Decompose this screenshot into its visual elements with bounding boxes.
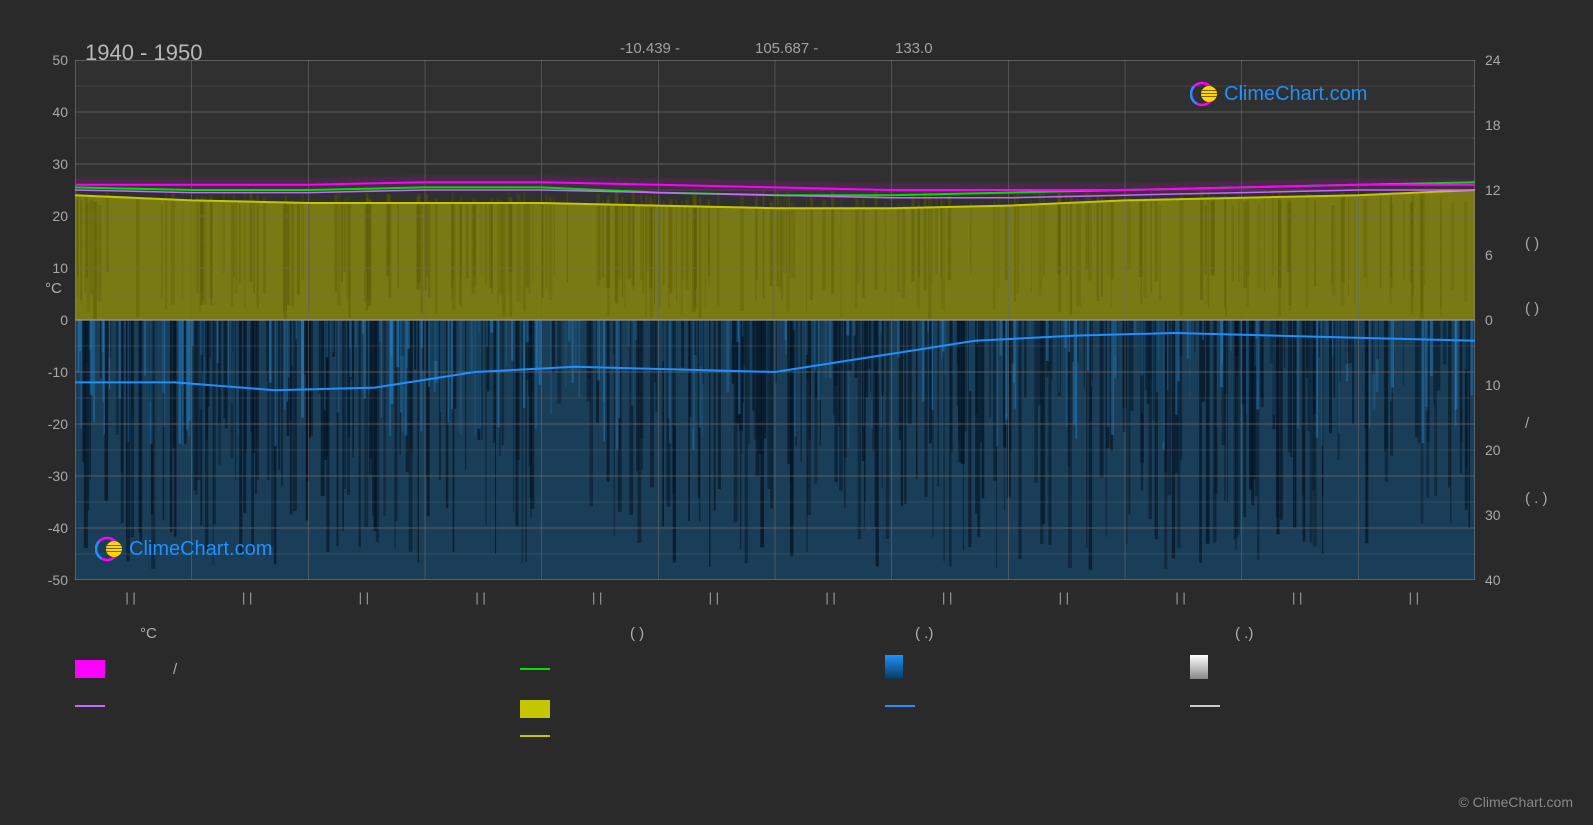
legend-header-1: °C xyxy=(140,625,157,642)
x-tick: | | xyxy=(592,590,602,605)
y-tick-left: 40 xyxy=(52,104,68,120)
y-axis-left-label: °C xyxy=(45,280,62,297)
copyright-text: © ClimeChart.com xyxy=(1458,794,1573,810)
chart-svg xyxy=(75,60,1475,580)
right-axis-annotation: ( . ) xyxy=(1525,490,1548,507)
y-tick-left: -20 xyxy=(48,416,68,432)
x-tick: | | xyxy=(1292,590,1302,605)
x-tick: | | xyxy=(1059,590,1069,605)
x-tick: | | xyxy=(475,590,485,605)
brand-logo-bottom: ClimeChart.com xyxy=(95,535,272,563)
legend-header-3: ( .) xyxy=(915,625,933,642)
y-tick-right: 20 xyxy=(1485,442,1501,458)
legend-swatch xyxy=(885,655,903,679)
y-tick-left: -50 xyxy=(48,572,68,588)
y-tick-right: 40 xyxy=(1485,572,1501,588)
y-tick-right: 0 xyxy=(1485,312,1493,328)
right-axis-annotation: ( ) xyxy=(1525,300,1539,317)
legend-item xyxy=(1190,655,1276,679)
brand-logo-top: ClimeChart.com xyxy=(1190,80,1367,108)
y-tick-left: -40 xyxy=(48,520,68,536)
y-tick-right: 12 xyxy=(1485,182,1501,198)
x-tick: | | xyxy=(709,590,719,605)
legend-item xyxy=(885,655,971,679)
legend-item: / xyxy=(75,660,177,678)
legend-item xyxy=(520,700,618,718)
x-tick: | | xyxy=(359,590,369,605)
x-tick: | | xyxy=(1409,590,1419,605)
y-tick-right: 30 xyxy=(1485,507,1501,523)
legend-item xyxy=(885,705,983,707)
legend-swatch xyxy=(1190,655,1208,679)
y-tick-left: 30 xyxy=(52,156,68,172)
legend-swatch xyxy=(520,700,550,718)
legend-item xyxy=(1190,705,1288,707)
y-tick-left: 20 xyxy=(52,208,68,224)
chart-plot-area xyxy=(75,60,1475,580)
legend-item xyxy=(75,705,173,707)
x-tick: | | xyxy=(942,590,952,605)
right-axis-annotation: / xyxy=(1525,415,1529,432)
legend-item xyxy=(520,668,618,670)
legend-swatch xyxy=(75,660,105,678)
y-tick-left: 0 xyxy=(60,312,68,328)
y-tick-left: 50 xyxy=(52,52,68,68)
legend-swatch xyxy=(520,735,550,737)
legend-header-4: ( .) xyxy=(1235,625,1253,642)
x-tick: | | xyxy=(125,590,135,605)
y-tick-right: 18 xyxy=(1485,117,1501,133)
header-lat: -10.439 - xyxy=(620,40,680,57)
legend-swatch xyxy=(75,705,105,707)
brand-text: ClimeChart.com xyxy=(129,538,272,561)
legend-swatch xyxy=(885,705,915,707)
y-tick-right: 10 xyxy=(1485,377,1501,393)
header-alt: 133.0 xyxy=(895,40,933,57)
y-tick-right: 24 xyxy=(1485,52,1501,68)
y-tick-left: -10 xyxy=(48,364,68,380)
legend-swatch xyxy=(520,668,550,670)
y-tick-left: 10 xyxy=(52,260,68,276)
right-axis-annotation: ( ) xyxy=(1525,235,1539,252)
y-tick-right: 6 xyxy=(1485,247,1493,263)
legend-label: / xyxy=(173,661,177,678)
logo-icon xyxy=(95,535,123,563)
legend-item xyxy=(520,735,618,737)
y-tick-left: -30 xyxy=(48,468,68,484)
legend-swatch xyxy=(1190,705,1220,707)
x-tick: | | xyxy=(242,590,252,605)
logo-icon xyxy=(1190,80,1218,108)
brand-text: ClimeChart.com xyxy=(1224,83,1367,106)
x-tick: | | xyxy=(1175,590,1185,605)
legend-header-2: ( ) xyxy=(630,625,644,642)
x-tick: | | xyxy=(825,590,835,605)
header-lon: 105.687 - xyxy=(755,40,818,57)
